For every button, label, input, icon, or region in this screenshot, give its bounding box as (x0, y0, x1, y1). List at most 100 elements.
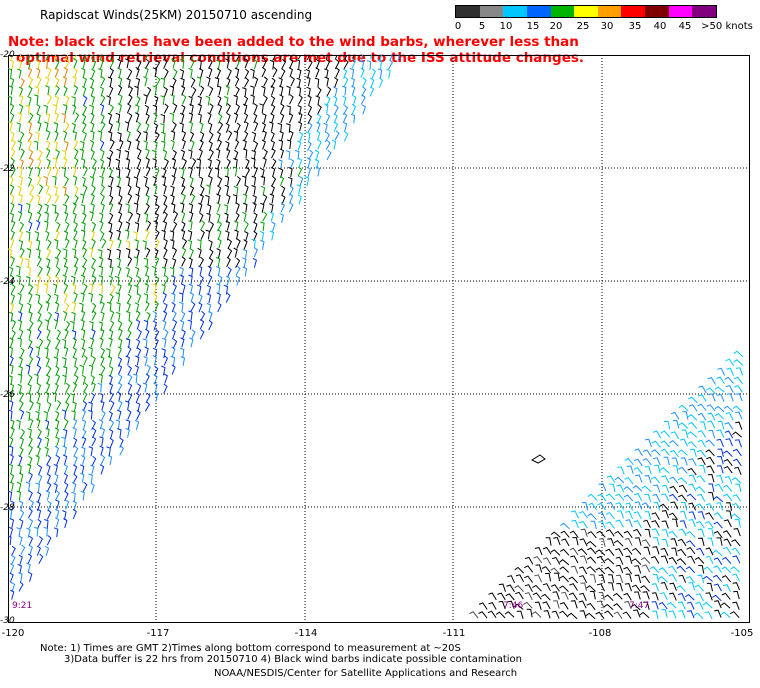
wind-barb (18, 572, 23, 583)
wind-barb (731, 513, 741, 520)
wind-barb (154, 229, 160, 240)
wind-barb (29, 157, 34, 168)
wind-barb (642, 519, 651, 528)
wind-barb (705, 555, 714, 564)
wind-barb (155, 59, 161, 70)
wind-barb (598, 574, 606, 584)
wind-barb (152, 320, 158, 331)
wind-barb (233, 112, 239, 123)
wind-barb (172, 247, 178, 258)
wind-barb (478, 602, 488, 610)
wind-barb (8, 375, 13, 385)
wind-barb (644, 438, 652, 447)
wind-barb (534, 574, 543, 583)
wind-barb (154, 248, 159, 259)
wind-barb (633, 466, 643, 475)
wind-barb (631, 547, 642, 555)
wind-barb (115, 158, 121, 169)
wind-barb (289, 193, 294, 204)
wind-barb (18, 365, 23, 376)
wind-barb (217, 113, 223, 124)
wind-barb (253, 247, 258, 258)
wind-barb (109, 202, 114, 213)
wind-barb (116, 302, 121, 312)
wind-barb (644, 493, 652, 503)
wind-barb (108, 149, 114, 160)
wind-barb (316, 130, 321, 141)
wind-barb (182, 55, 185, 61)
wind-barb (171, 302, 176, 313)
wind-barb (71, 491, 76, 502)
wind-barb (686, 546, 696, 555)
wind-barb (10, 581, 16, 593)
wind-barb (46, 248, 52, 259)
wind-barb (28, 221, 33, 232)
wind-barb (732, 573, 741, 582)
wind-barb (188, 274, 193, 285)
wind-barb (10, 426, 15, 438)
wind-barb (199, 212, 204, 223)
wind-barb (659, 503, 669, 511)
wind-barb (716, 502, 724, 511)
wind-barb (100, 55, 102, 60)
wind-barb (152, 293, 158, 304)
wind-barb (99, 184, 106, 195)
wind-barb (271, 148, 276, 159)
wind-barb (8, 400, 14, 411)
wind-barb (8, 95, 13, 106)
wind-barb (37, 76, 42, 87)
wind-barb (18, 391, 24, 402)
wind-barb (72, 202, 77, 213)
wind-barb (36, 446, 41, 457)
wind-barb (54, 85, 60, 96)
wind-barb (54, 193, 60, 204)
wind-barb (707, 473, 715, 483)
wind-barb (64, 499, 70, 510)
wind-barb (100, 76, 106, 87)
wind-barb (344, 55, 348, 60)
wind-barb (333, 113, 338, 124)
wind-barb (62, 510, 67, 520)
wind-barb (688, 582, 695, 591)
wind-barb (169, 230, 175, 241)
wind-barb (633, 528, 642, 537)
wind-barb (242, 248, 248, 259)
wind-barb (615, 502, 625, 510)
wind-barb (567, 612, 578, 620)
wind-barb (182, 238, 188, 249)
wind-barb (723, 538, 732, 547)
wind-barb (542, 601, 551, 610)
wind-barb (71, 301, 77, 312)
wind-barb (713, 565, 723, 573)
wind-barb (244, 230, 249, 242)
wind-barb (9, 302, 14, 314)
wind-barb (218, 121, 224, 132)
wind-barb (44, 436, 50, 447)
wind-barb (724, 430, 734, 439)
wind-barb (516, 610, 524, 619)
wind-barb (334, 130, 340, 141)
wind-barb (99, 392, 104, 403)
wind-barb (62, 274, 67, 285)
wind-barb (71, 283, 77, 294)
wind-barb (633, 458, 643, 467)
wind-barb (660, 555, 669, 564)
wind-barb (146, 86, 152, 98)
wind-barb (208, 122, 213, 133)
wind-barb (9, 454, 14, 465)
wind-barb (81, 428, 87, 439)
wind-barb (297, 104, 302, 115)
wind-barb (54, 95, 59, 106)
wind-barb (624, 457, 634, 466)
wind-barb (279, 175, 285, 186)
wind-barb (604, 610, 614, 618)
wind-barb (688, 396, 698, 404)
wind-barb (541, 593, 551, 601)
wind-barb (180, 337, 185, 348)
wind-barb (188, 211, 194, 222)
wind-barb (163, 373, 169, 384)
wind-barb (179, 266, 184, 277)
map-frame (8, 55, 750, 623)
chart-title: Rapidscat Winds(25KM) 20150710 ascending (40, 8, 313, 22)
wind-barb (663, 456, 670, 466)
